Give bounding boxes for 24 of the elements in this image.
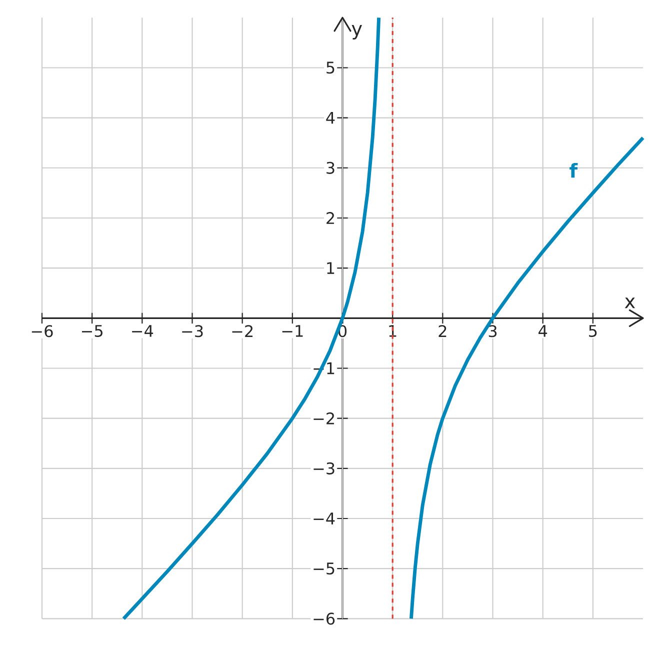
y-tick-label: 4 (326, 112, 335, 124)
x-tick-label: 5 (589, 325, 597, 338)
x-tick-label: −5 (82, 325, 102, 338)
y-tick-label: 3 (326, 162, 334, 174)
x-tick-label: 4 (538, 325, 548, 337)
y-tick-label: −3 (314, 462, 334, 475)
x-tick-label: −3 (182, 325, 203, 338)
y-tick-label: 2 (326, 212, 334, 224)
y-tick-label: −4 (314, 512, 335, 524)
x-tick-label: −4 (132, 325, 154, 337)
y-tick-label: −5 (314, 562, 334, 575)
line-series (409, 136, 645, 621)
x-tick-label: −6 (32, 325, 53, 338)
series-label: f (570, 163, 578, 178)
x-tick-label: 3 (488, 325, 497, 338)
y-tick-label: −6 (314, 612, 335, 625)
x-axis-title: x (624, 298, 636, 308)
x-tick-label: −1 (282, 325, 303, 337)
x-tick-label: 2 (438, 325, 446, 338)
y-tick-label: 5 (326, 62, 334, 74)
x-tick-label: −2 (232, 325, 253, 338)
y-tick-label: 1 (327, 262, 334, 274)
y-tick-label: −2 (314, 412, 334, 424)
y-axis-title: y (352, 25, 362, 40)
